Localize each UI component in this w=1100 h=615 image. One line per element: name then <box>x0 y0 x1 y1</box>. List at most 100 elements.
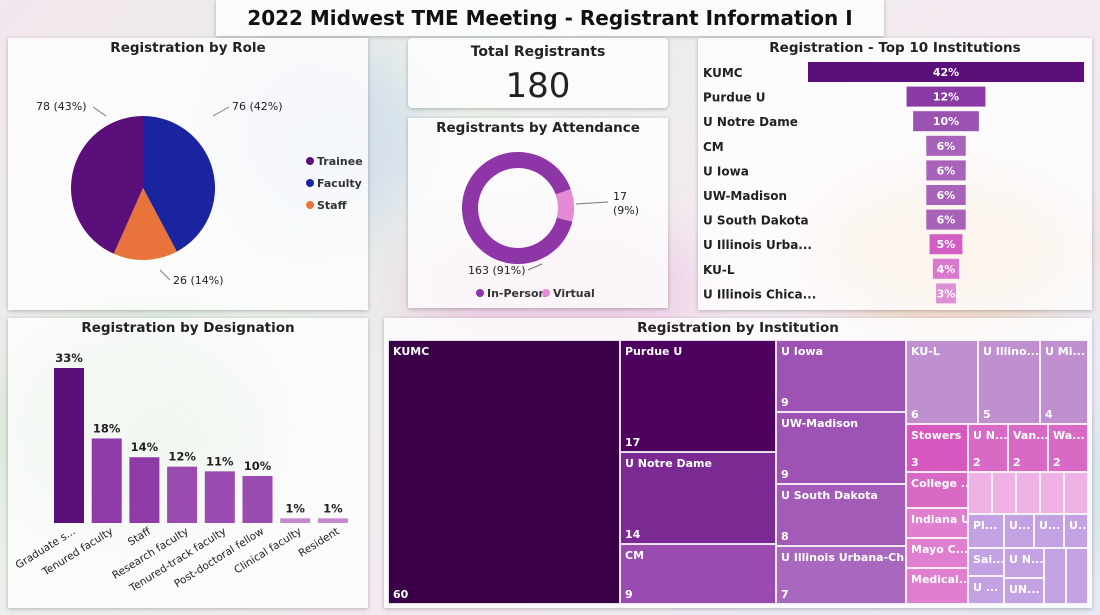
treemap-cell[interactable] <box>1016 472 1040 514</box>
data-label-virtual-pct: (9%) <box>613 204 639 217</box>
bar[interactable] <box>91 438 122 523</box>
treemap-cell[interactable] <box>1064 472 1088 514</box>
treemap-cell-value: 14 <box>625 528 641 541</box>
bar[interactable] <box>280 518 311 523</box>
treemap-cell[interactable]: Sai... <box>968 548 1004 576</box>
treemap-cell[interactable]: U... <box>1004 514 1034 548</box>
treemap-cell[interactable]: Stowers 3 <box>906 424 968 472</box>
treemap-cell-value: 2 <box>1013 456 1021 469</box>
total-card: Total Registrants 180 <box>408 38 668 108</box>
treemap-cell[interactable] <box>992 472 1016 514</box>
bar[interactable] <box>54 368 84 523</box>
attendance-panel[interactable]: Registrants by Attendance 17 (9%) 163 (91%… <box>408 118 668 308</box>
bar-data-label: 18% <box>93 421 121 435</box>
bar[interactable] <box>929 234 963 255</box>
bar-category-label: U South Dakota <box>703 214 809 228</box>
bar[interactable] <box>317 518 348 523</box>
treemap-cell[interactable]: CM 9 <box>620 544 776 604</box>
role-pie-chart[interactable]: 78 (43%) 76 (42%) 26 (14%) Trainee Faculty St… <box>8 38 368 310</box>
institution-treemap[interactable]: KUMC 60 Purdue U 17 U Notre Dame 14 CM 9 U Iowa 9… <box>388 340 1088 604</box>
top10-panel[interactable]: Registration - Top 10 Institutions KUMC 4… <box>698 38 1092 310</box>
pie-slice-trainee[interactable] <box>70 116 143 254</box>
legend-label-staff: Staff <box>317 199 347 212</box>
treemap-cell[interactable] <box>968 472 992 514</box>
treemap-cell[interactable]: KUMC 60 <box>388 340 620 604</box>
treemap-cell-value: 9 <box>625 588 633 601</box>
treemap-cell[interactable]: Indiana U <box>906 508 968 538</box>
treemap-cell[interactable]: Van... 2 <box>1008 424 1048 472</box>
leader-line <box>527 263 543 271</box>
treemap-cell[interactable] <box>1066 548 1088 604</box>
bar[interactable] <box>936 283 956 304</box>
bar[interactable] <box>129 457 160 523</box>
designation-bar-chart[interactable]: 33%Graduate s...18%Tenured faculty14%Sta… <box>8 318 368 608</box>
top10-bar-chart[interactable]: KUMC 42% Purdue U 12% U Notre Dame 10% CM 6% U I… <box>698 38 1092 310</box>
bar[interactable] <box>167 466 198 523</box>
treemap-cell[interactable]: U ... <box>968 576 1004 604</box>
bar-category-label: KUMC <box>703 66 743 80</box>
treemap-cell[interactable]: U Mi... 4 <box>1040 340 1088 424</box>
treemap-cell[interactable]: College ... <box>906 472 968 508</box>
treemap-cell-value: 5 <box>983 408 991 421</box>
bar[interactable] <box>926 209 966 230</box>
treemap-cell[interactable]: UW-Madison 9 <box>776 412 906 484</box>
treemap-cell[interactable]: U Illino... 5 <box>978 340 1040 424</box>
treemap-cell-label: KU-L <box>911 345 940 358</box>
treemap-cell[interactable]: U N... 2 <box>968 424 1008 472</box>
treemap-cell[interactable]: U Notre Dame 14 <box>620 452 776 544</box>
bar[interactable] <box>906 86 986 107</box>
treemap-cell[interactable]: U Iowa 9 <box>776 340 906 412</box>
treemap-cell[interactable]: U N... <box>1004 548 1044 578</box>
bar-data-label: 5% <box>937 238 956 251</box>
treemap-cell[interactable]: Pl... <box>968 514 1004 548</box>
bar[interactable] <box>242 476 273 523</box>
treemap-cell-label: U... <box>1069 519 1087 532</box>
bar-category-label: CM <box>703 140 724 154</box>
treemap-cell-value: 2 <box>973 456 981 469</box>
treemap-cell[interactable]: U Illinois Urbana-Ch... 7 <box>776 546 906 604</box>
attendance-donut-chart[interactable]: 17(9%) 163 (91%) In-Person Virtual <box>408 118 668 308</box>
treemap-cell-label: U Notre Dame <box>625 457 712 470</box>
treemap-cell[interactable] <box>1040 472 1064 514</box>
bar[interactable] <box>932 258 960 279</box>
bar-category-label: KU-L <box>703 263 735 277</box>
treemap-cell-label: U N... <box>1009 553 1044 566</box>
treemap-cell[interactable] <box>1044 548 1066 604</box>
treemap-cell[interactable]: Mayo C... <box>906 538 968 568</box>
treemap-cell[interactable]: UN... <box>1004 578 1044 604</box>
bar[interactable] <box>204 471 235 523</box>
bar-data-label: 14% <box>131 440 159 454</box>
bar[interactable] <box>926 135 966 156</box>
treemap-cell[interactable]: Medical... <box>906 568 968 604</box>
bar[interactable] <box>926 160 966 181</box>
bar[interactable] <box>926 185 966 205</box>
treemap-cell-value: 6 <box>911 408 919 421</box>
donut-slice-virtual[interactable] <box>555 188 574 222</box>
treemap-cell-label: U ... <box>973 581 999 594</box>
treemap-cell-label: U Illino... <box>983 345 1040 358</box>
designation-panel[interactable]: Registration by Designation 33% Graduate … <box>8 318 368 608</box>
bar[interactable] <box>808 62 1084 82</box>
top10-chart-title: Registration - Top 10 Institutions <box>769 40 1021 56</box>
total-value: 180 <box>505 66 571 106</box>
legend-marker-virtual <box>542 289 550 297</box>
treemap-cell-label: U... <box>1039 519 1061 532</box>
treemap-cell[interactable]: U... <box>1064 514 1088 548</box>
bar-category-label: U Illinois Urba... <box>703 238 812 252</box>
leader-line <box>92 106 107 117</box>
treemap-cell[interactable]: U South Dakota 8 <box>776 484 906 546</box>
role-pie-panel[interactable]: Registration by Role 78 (43%) 76 (42%) 26 … <box>8 38 368 310</box>
pie-slice-faculty[interactable] <box>143 116 216 252</box>
treemap-cell[interactable]: Wa... 2 <box>1048 424 1088 472</box>
treemap-cell[interactable]: Purdue U 17 <box>620 340 776 452</box>
institution-panel[interactable]: Registration by Institution KUMC 60 Purdue… <box>384 318 1092 608</box>
treemap-cell[interactable]: KU-L 6 <box>906 340 978 424</box>
pie-slice-staff[interactable] <box>113 188 177 260</box>
role-chart-title: Registration by Role <box>110 40 266 56</box>
donut-slice-in-person[interactable] <box>462 152 573 264</box>
treemap-cell[interactable]: U... <box>1034 514 1064 548</box>
treemap-cell-value: 2 <box>1053 456 1061 469</box>
treemap-cell-value: 8 <box>781 530 789 543</box>
bar[interactable] <box>913 111 979 132</box>
treemap-cell-label: CM <box>625 549 645 562</box>
